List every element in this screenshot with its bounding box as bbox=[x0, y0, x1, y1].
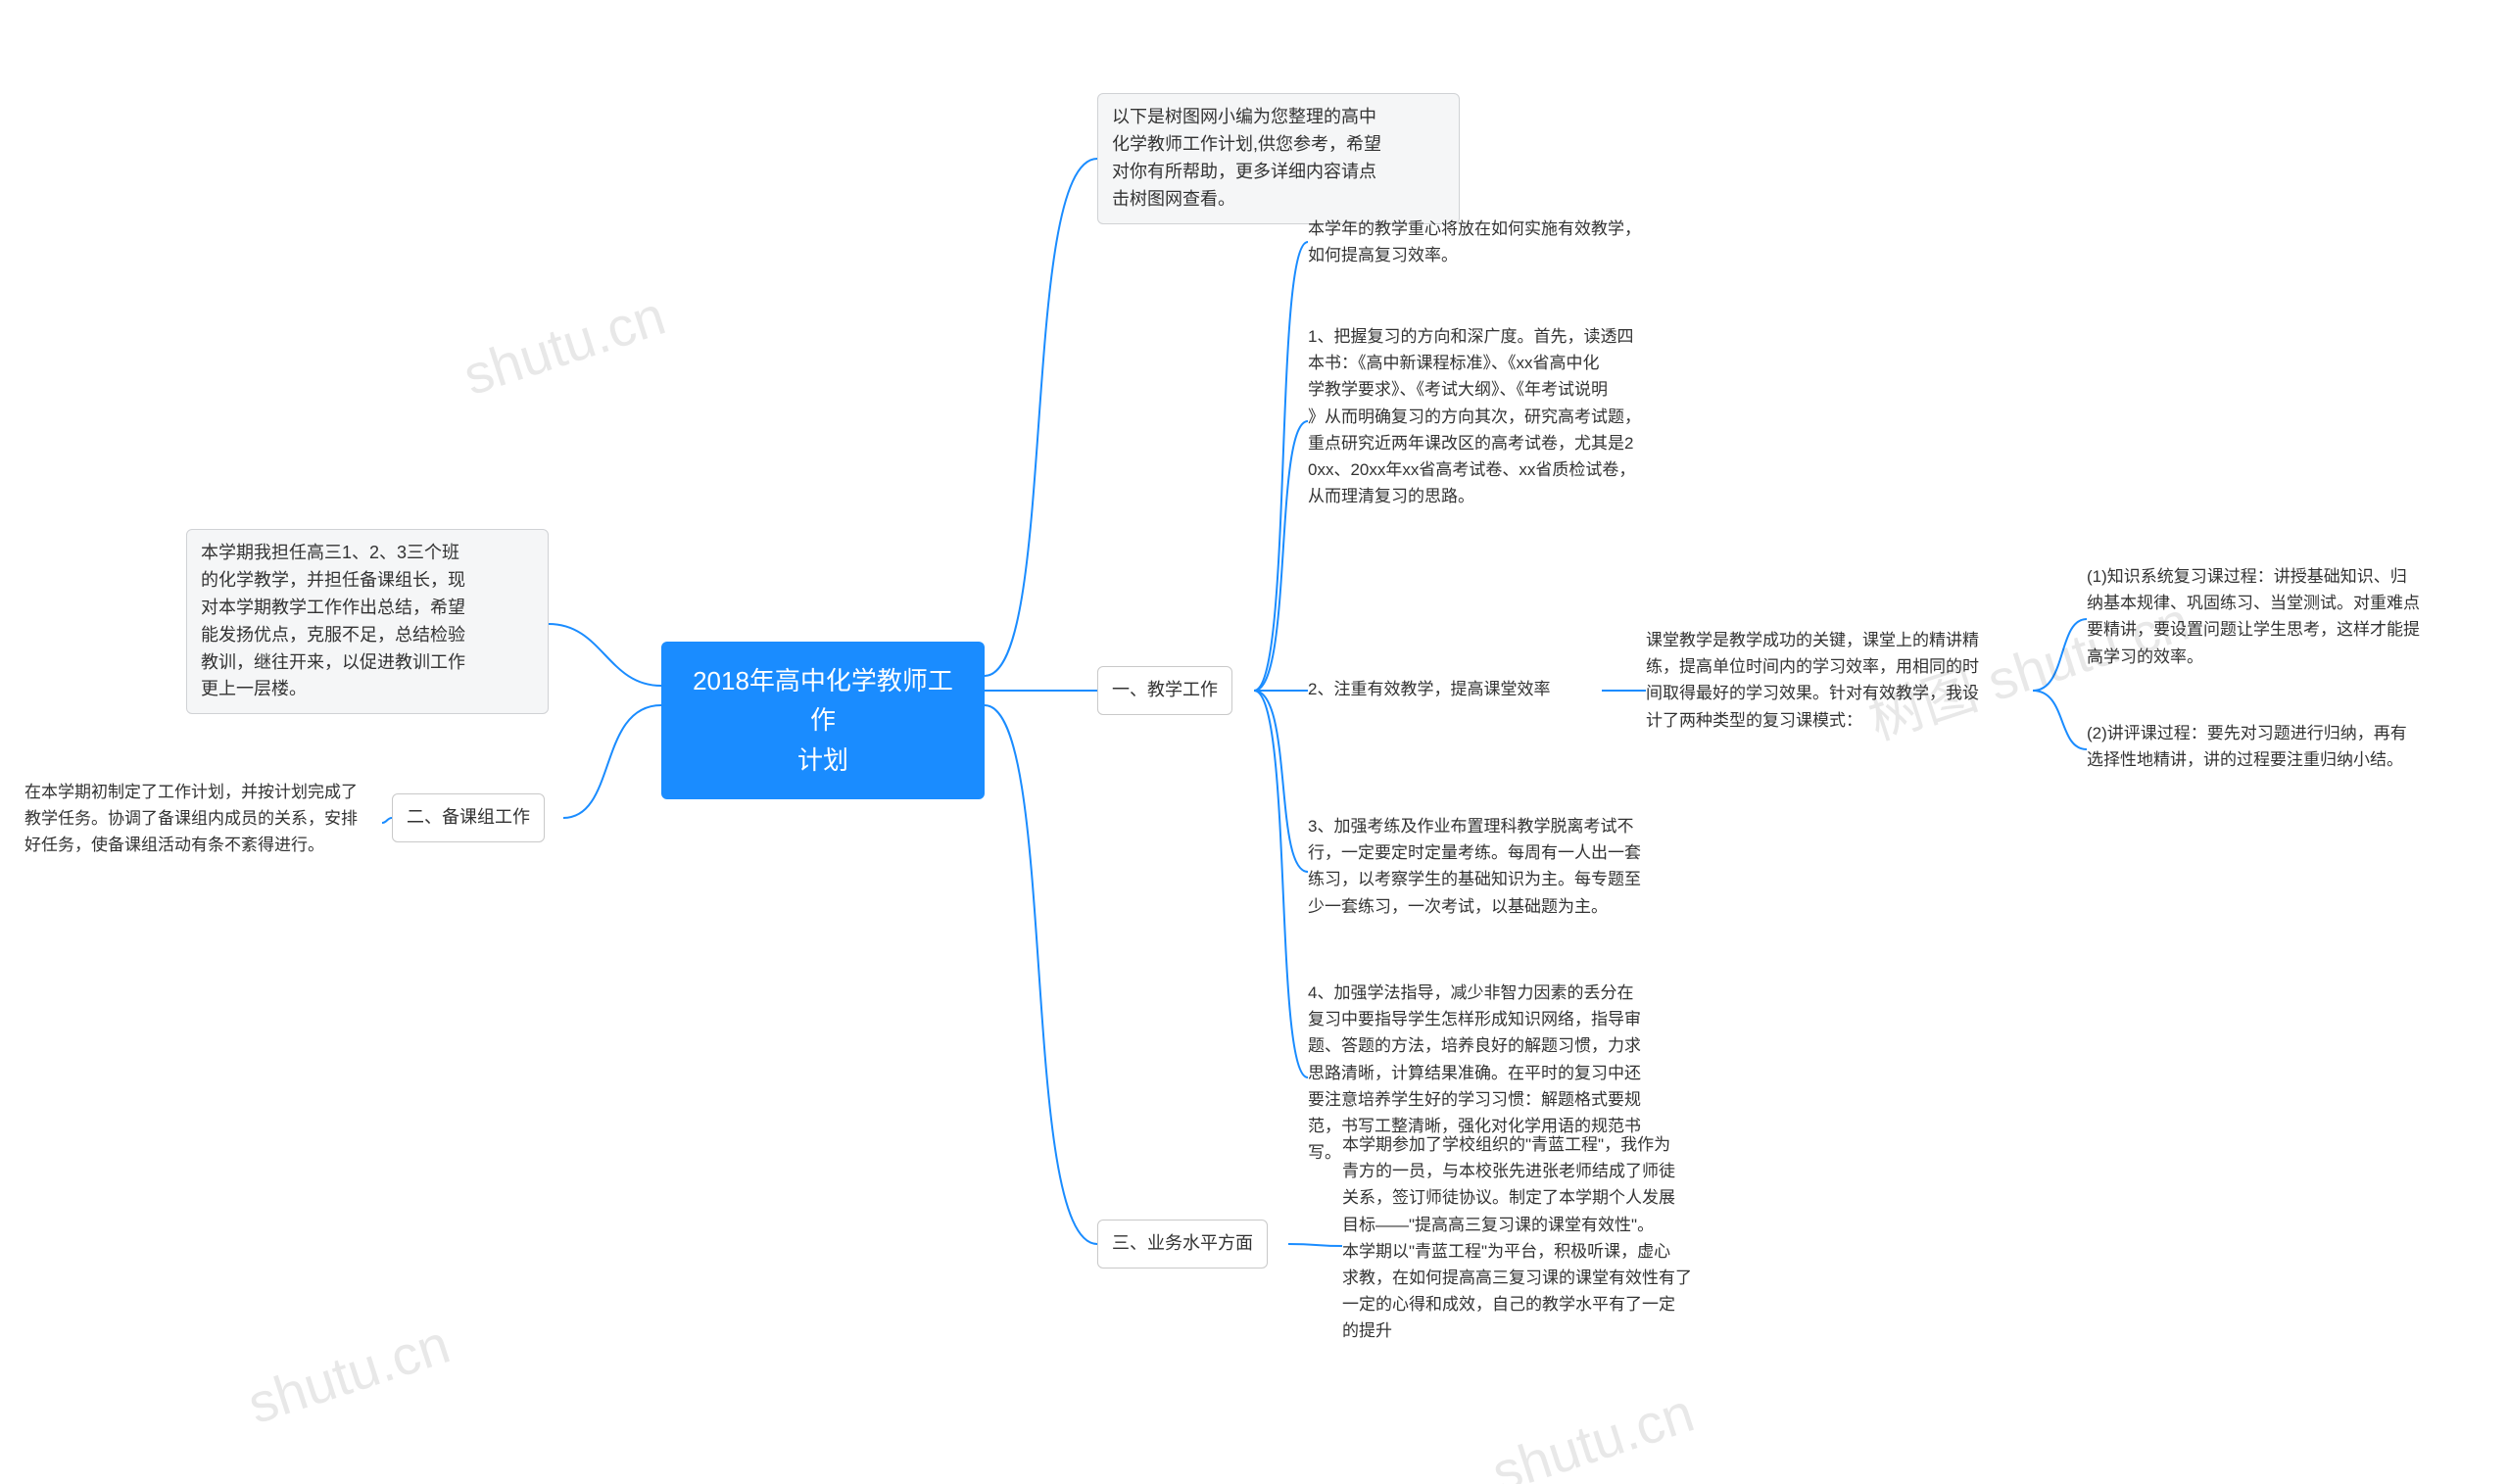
teaching-item-2: 2、注重有效教学，提高课堂效率 bbox=[1308, 676, 1602, 702]
watermark: shutu.cn bbox=[456, 283, 672, 407]
business-label[interactable]: 三、业务水平方面 bbox=[1097, 1220, 1268, 1269]
watermark: shutu.cn bbox=[240, 1312, 457, 1436]
left-context-box[interactable]: 本学期我担任高三1、2、3三个班 的化学教学，并担任备课组长，现 对本学期教学工… bbox=[186, 529, 549, 714]
teaching-item-2b: (2)讲评课过程：要先对习题进行归纳，再有 选择性地精讲，讲的过程要注重归纳小结… bbox=[2087, 720, 2474, 773]
teaching-item-2a: (1)知识系统复习课过程：讲授基础知识、归 纳基本规律、巩固练习、当堂测试。对重… bbox=[2087, 563, 2474, 670]
teaching-item-1: 1、把握复习的方向和深广度。首先，读透四 本书：《高中新课程标准》、《xx省高中… bbox=[1308, 323, 1695, 509]
prep-group-label[interactable]: 二、备课组工作 bbox=[392, 793, 545, 842]
root-node[interactable]: 2018年高中化学教师工作 计划 bbox=[661, 642, 985, 799]
mindmap-canvas: 2018年高中化学教师工作 计划 以下是树图网小编为您整理的高中 化学教师工作计… bbox=[0, 0, 2508, 1484]
intro-box[interactable]: 以下是树图网小编为您整理的高中 化学教师工作计划,供您参考，希望 对你有所帮助，… bbox=[1097, 93, 1460, 224]
teaching-label[interactable]: 一、教学工作 bbox=[1097, 666, 1232, 715]
teaching-item-2-desc: 课堂教学是教学成功的关键，课堂上的精讲精 练，提高单位时间内的学习效率，用相同的… bbox=[1646, 627, 2033, 734]
prep-group-text: 在本学期初制定了工作计划，并按计划完成了 教学任务。协调了备课组内成员的关系，安… bbox=[24, 779, 382, 859]
teaching-item-3: 3、加强考练及作业布置理科教学脱离考试不 行，一定要定时定量考练。每周有一人出一… bbox=[1308, 813, 1695, 920]
watermark: shutu.cn bbox=[1484, 1380, 1701, 1484]
business-text: 本学期参加了学校组织的"青蓝工程"，我作为 青方的一员，与本校张先进张老师结成了… bbox=[1342, 1131, 1734, 1345]
teaching-focus: 本学年的教学重心将放在如何实施有效教学， 如何提高复习效率。 bbox=[1308, 215, 1695, 268]
